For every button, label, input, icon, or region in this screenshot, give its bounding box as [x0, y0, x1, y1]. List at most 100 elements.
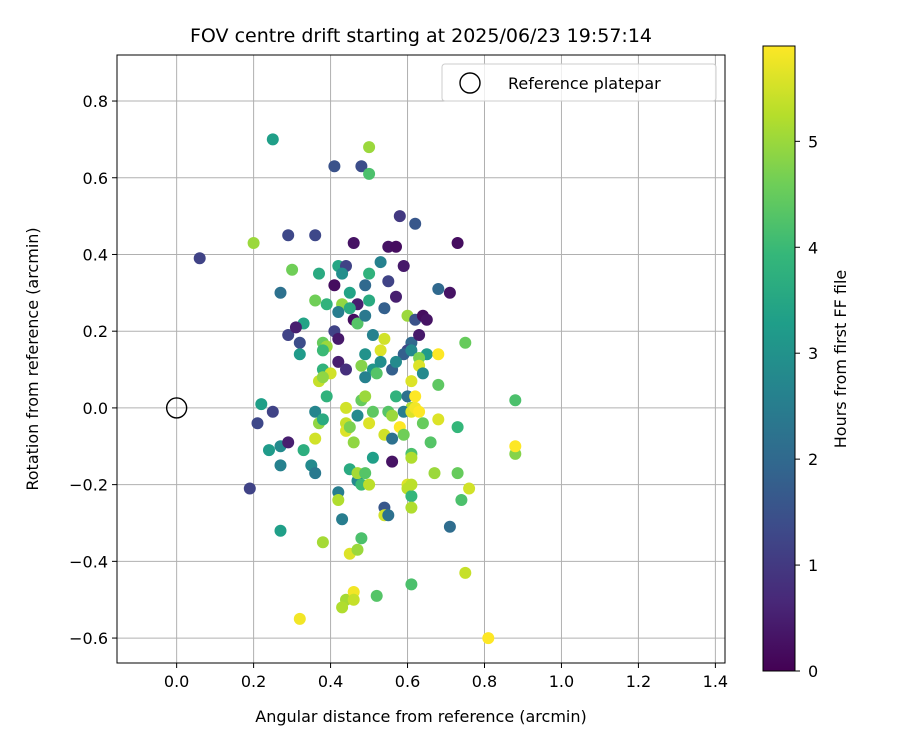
x-tick-label: 1.4 [703, 672, 728, 691]
x-axis-ticks: 0.0 0.2 0.4 0.6 0.8 1.0 1.2 1.4 [164, 663, 728, 691]
y-axis-ticks: 0.8 0.6 0.4 0.2 0.0 −0.2 −0.4 −0.6 [69, 92, 117, 648]
colorbar [762, 45, 796, 672]
data-point [428, 467, 441, 480]
data-point [405, 344, 418, 357]
data-point [451, 467, 464, 480]
data-point [359, 279, 372, 292]
data-point [328, 279, 341, 292]
data-point [413, 405, 426, 418]
colorbar-tick-label: 0 [808, 662, 818, 681]
data-point [274, 286, 287, 299]
data-point [386, 432, 399, 445]
data-point [409, 390, 422, 403]
data-point [397, 428, 410, 441]
data-point [316, 344, 329, 357]
data-point [309, 405, 322, 418]
data-point [297, 444, 310, 457]
data-point [336, 601, 349, 614]
data-point [336, 267, 349, 280]
y-tick-label: 0.4 [83, 245, 108, 264]
data-point [347, 436, 360, 449]
data-point [482, 632, 495, 645]
data-point [390, 355, 402, 368]
data-point [509, 394, 522, 407]
data-point [332, 355, 345, 368]
data-point [413, 329, 426, 341]
x-tick-label: 0.8 [472, 672, 497, 691]
data-point [405, 501, 418, 514]
data-point [374, 355, 387, 368]
data-point [343, 286, 356, 299]
data-point [282, 329, 295, 341]
data-point [309, 229, 322, 242]
y-tick-label: −0.2 [69, 476, 108, 495]
data-point [320, 390, 333, 403]
data-point [193, 252, 206, 265]
data-point [420, 313, 433, 326]
legend-open-circle-marker [459, 72, 481, 94]
data-point [374, 256, 387, 269]
y-tick-label: −0.4 [69, 552, 108, 571]
data-point [405, 578, 418, 591]
colorbar-ticks: 0 1 2 3 4 5 [795, 132, 818, 681]
data-point [451, 237, 464, 249]
data-point [340, 401, 352, 414]
data-point [397, 260, 410, 272]
data-point [251, 417, 264, 430]
data-point [432, 348, 445, 361]
data-point [316, 371, 329, 384]
data-point [416, 417, 429, 430]
data-point [451, 421, 464, 434]
data-point [405, 478, 418, 491]
data-point [363, 167, 376, 180]
data-point [340, 363, 352, 376]
data-point [255, 398, 268, 411]
colorbar-tick-label: 4 [808, 238, 818, 257]
data-point [355, 359, 368, 372]
data-point [386, 455, 399, 468]
data-point [390, 390, 402, 403]
data-point [309, 294, 322, 307]
data-point [424, 436, 437, 449]
data-point [274, 524, 287, 537]
plot-frame [116, 54, 726, 664]
data-point [282, 436, 295, 449]
data-point [355, 532, 368, 545]
legend-entry-label: Reference platepar [508, 74, 661, 93]
data-point [370, 367, 383, 380]
data-point [313, 267, 325, 280]
data-point [363, 267, 376, 280]
data-point [293, 336, 306, 349]
colorbar-tick-label: 1 [808, 556, 818, 575]
data-point [359, 371, 372, 384]
data-point [366, 405, 379, 418]
x-tick-label: 0.0 [164, 672, 189, 691]
data-point [316, 536, 329, 549]
data-point [416, 367, 429, 380]
reference-point [165, 397, 188, 419]
y-tick-label: 0.2 [83, 322, 108, 341]
data-point [351, 409, 364, 422]
x-tick-label: 1.2 [626, 672, 651, 691]
data-point [359, 348, 372, 361]
data-point [386, 409, 399, 422]
data-point [286, 263, 299, 276]
data-point [378, 332, 391, 345]
colorbar-tick-label: 3 [808, 344, 818, 363]
y-tick-label: 0.0 [83, 399, 108, 418]
data-point [443, 520, 456, 533]
colorbar-label: Hours from first FF file [831, 270, 850, 449]
data-point [409, 217, 422, 230]
data-point [382, 509, 395, 522]
data-point [459, 336, 472, 349]
data-point [363, 294, 376, 307]
y-tick-label: 0.6 [83, 169, 108, 188]
data-point [432, 283, 445, 295]
data-point [332, 332, 345, 345]
data-point [247, 237, 260, 249]
data-point [443, 286, 456, 299]
x-tick-label: 1.0 [549, 672, 574, 691]
data-point [309, 467, 322, 480]
data-point [390, 240, 402, 253]
